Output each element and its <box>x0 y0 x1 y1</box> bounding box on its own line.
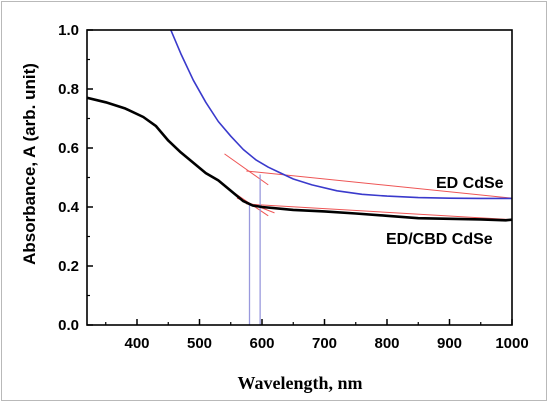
x-tick-label: 800 <box>374 335 399 352</box>
x-axis-title: Wavelength, nm <box>237 373 362 393</box>
x-tick-label: 500 <box>187 335 212 352</box>
y-tick-label: 0.0 <box>58 317 79 334</box>
y-tick-label: 0.2 <box>58 258 79 275</box>
series-lines <box>87 30 512 222</box>
y-tick-label: 0.4 <box>58 199 80 216</box>
y-axis-title: Absorbance, A (arb. unit) <box>20 63 39 265</box>
x-tick-label: 900 <box>437 335 462 352</box>
x-tick-label: 600 <box>249 335 274 352</box>
tangent-line <box>224 153 269 186</box>
x-ticks: 400 500 600 700 800 900 1000 <box>105 319 529 352</box>
series-line-ed-cdse <box>170 30 512 200</box>
y-tick-label: 0.6 <box>58 140 79 157</box>
series-label-ed-cbd-cdse: ED/CBD CdSe <box>386 231 493 248</box>
wavelength-markers <box>248 174 261 325</box>
x-tick-label: 700 <box>312 335 337 352</box>
x-tick-label: 1000 <box>495 335 528 352</box>
series-line-ed-cbd-cdse <box>87 96 512 222</box>
tangent-line <box>246 170 512 199</box>
tangent-line <box>246 203 512 221</box>
y-tick-label: 1.0 <box>58 22 79 39</box>
x-tick-label: 400 <box>124 335 149 352</box>
y-tick-label: 0.8 <box>58 81 79 98</box>
y-ticks: 0.0 0.2 0.4 0.6 0.8 1.0 <box>58 22 93 334</box>
series-label-ed-cdse: ED CdSe <box>436 175 504 192</box>
